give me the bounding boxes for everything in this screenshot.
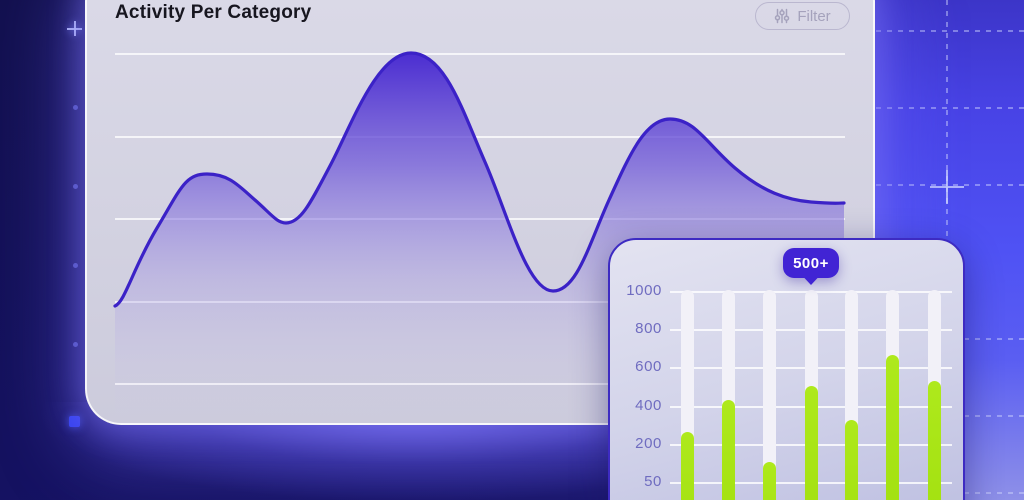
accent-dot (73, 342, 78, 347)
bar-value (680, 432, 694, 500)
bar-value (844, 419, 858, 500)
bar-value (885, 354, 899, 500)
accent-dot (73, 263, 78, 268)
page-title: Activity Per Category (115, 2, 312, 23)
bar-column[interactable] (762, 240, 776, 500)
bar-column[interactable] (927, 240, 941, 500)
y-axis-label: 400 (635, 396, 662, 414)
bar-track (762, 290, 776, 500)
tooltip-value: 500+ (793, 254, 829, 272)
bar-column[interactable] (804, 240, 818, 500)
tooltip-badge: 500+ (783, 248, 839, 278)
bar-column[interactable] (721, 240, 735, 500)
y-axis-label: 600 (635, 358, 662, 376)
accent-dot (73, 105, 78, 110)
bar-column[interactable] (885, 240, 899, 500)
bar-value (927, 380, 941, 500)
bar-chart-card: 500+ 1000 800 600 400 200 50 (608, 238, 965, 500)
dashed-gridline-horizontal (876, 30, 1024, 32)
y-axis-label: 800 (635, 320, 662, 338)
y-axis-label: 50 (644, 473, 662, 490)
plus-marker-icon (930, 170, 964, 204)
filter-button[interactable]: Filter (755, 2, 850, 30)
filter-button-label: Filter (797, 7, 831, 25)
y-axis-label: 1000 (626, 282, 662, 299)
bar-column[interactable] (680, 240, 694, 500)
sparkle-plus-icon (67, 21, 82, 36)
bar-value (804, 385, 818, 500)
sliders-icon (775, 8, 790, 24)
bar-column[interactable] (844, 240, 858, 500)
area-line (113, 51, 846, 308)
accent-dot (73, 184, 78, 189)
y-axis-label: 200 (635, 434, 662, 452)
dashed-gridline-horizontal (876, 107, 1024, 109)
bar-value (762, 461, 776, 500)
bar-value (721, 399, 735, 500)
